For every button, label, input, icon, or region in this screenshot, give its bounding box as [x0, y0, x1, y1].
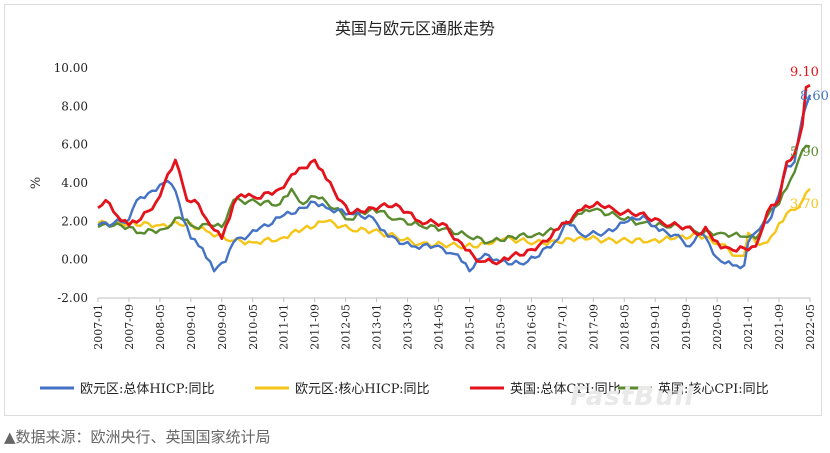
x-tick-label: 2013-01	[371, 304, 384, 350]
x-tick-label: 2017-09	[587, 304, 600, 350]
x-tick-label: 2014-05	[433, 304, 446, 350]
legend-label-3: 英国:总体CPI:同比	[510, 382, 621, 397]
x-tick-label: 2011-01	[278, 304, 291, 350]
x-tick-label: 2016-05	[525, 304, 538, 350]
x-tick-label: 2012-05	[340, 304, 353, 350]
end-label-2: 3.70	[790, 197, 819, 212]
x-tick-label: 2021-09	[773, 304, 786, 350]
y-axis-label: %	[29, 177, 44, 189]
x-tick-label: 2013-09	[402, 304, 415, 350]
y-tick-label: 6.00	[61, 138, 88, 152]
watermark: FastBull	[570, 382, 695, 412]
x-tick-label: 2019-09	[680, 304, 693, 350]
x-tick-label: 2018-05	[618, 304, 631, 350]
chart-title: 英国与欧元区通胀走势	[335, 19, 495, 38]
y-tick-label: 10.00	[54, 61, 88, 75]
legend-label-2: 欧元区:核心HICP:同比	[295, 382, 429, 397]
source-note: ▲数据来源：欧洲央行、英国国家统计局	[4, 428, 271, 446]
x-tick-label: 2009-01	[185, 304, 198, 350]
y-tick-label: -2.00	[57, 291, 88, 305]
x-tick-label: 2009-09	[216, 304, 229, 350]
end-label-4: 5.90	[790, 145, 819, 160]
x-tick-label: 2015-01	[463, 304, 476, 350]
y-tick-label: 2.00	[61, 214, 88, 228]
y-tick-label: 4.00	[61, 176, 88, 190]
series-line-3	[97, 84, 811, 266]
x-tick-label: 2008-05	[154, 304, 167, 350]
series-line-1	[97, 94, 812, 273]
line-chart: 英国与欧元区通胀走势% -2.00 0.00 2.00 4.00 6.00 8.00 10.0…	[29, 19, 829, 397]
y-tick-label: 8.00	[61, 99, 88, 113]
end-label-1: 8.60	[800, 89, 829, 104]
y-tick-label: 0.00	[61, 253, 88, 267]
chart-frame	[4, 4, 822, 416]
x-tick-label: 2020-05	[711, 304, 724, 350]
legend-label-4: 英国:核心CPI:同比	[658, 382, 769, 397]
series-line-2	[97, 187, 811, 257]
x-tick-label: 2019-01	[649, 304, 662, 350]
x-tick-label: 2017-01	[556, 304, 569, 350]
x-tick-label: 2011-09	[309, 304, 322, 350]
legend-label-1: 欧元区:总体HICP:同比	[80, 382, 214, 397]
x-tick-label: 2007-09	[123, 304, 136, 350]
x-tick-label: 2022-05	[804, 304, 817, 350]
x-tick-label: 2015-09	[494, 304, 507, 350]
x-tick-label: 2021-01	[742, 304, 755, 350]
x-tick-label: 2007-01	[92, 304, 105, 350]
x-tick-label: 2010-05	[247, 304, 260, 350]
end-label-3: 9.10	[790, 65, 819, 80]
